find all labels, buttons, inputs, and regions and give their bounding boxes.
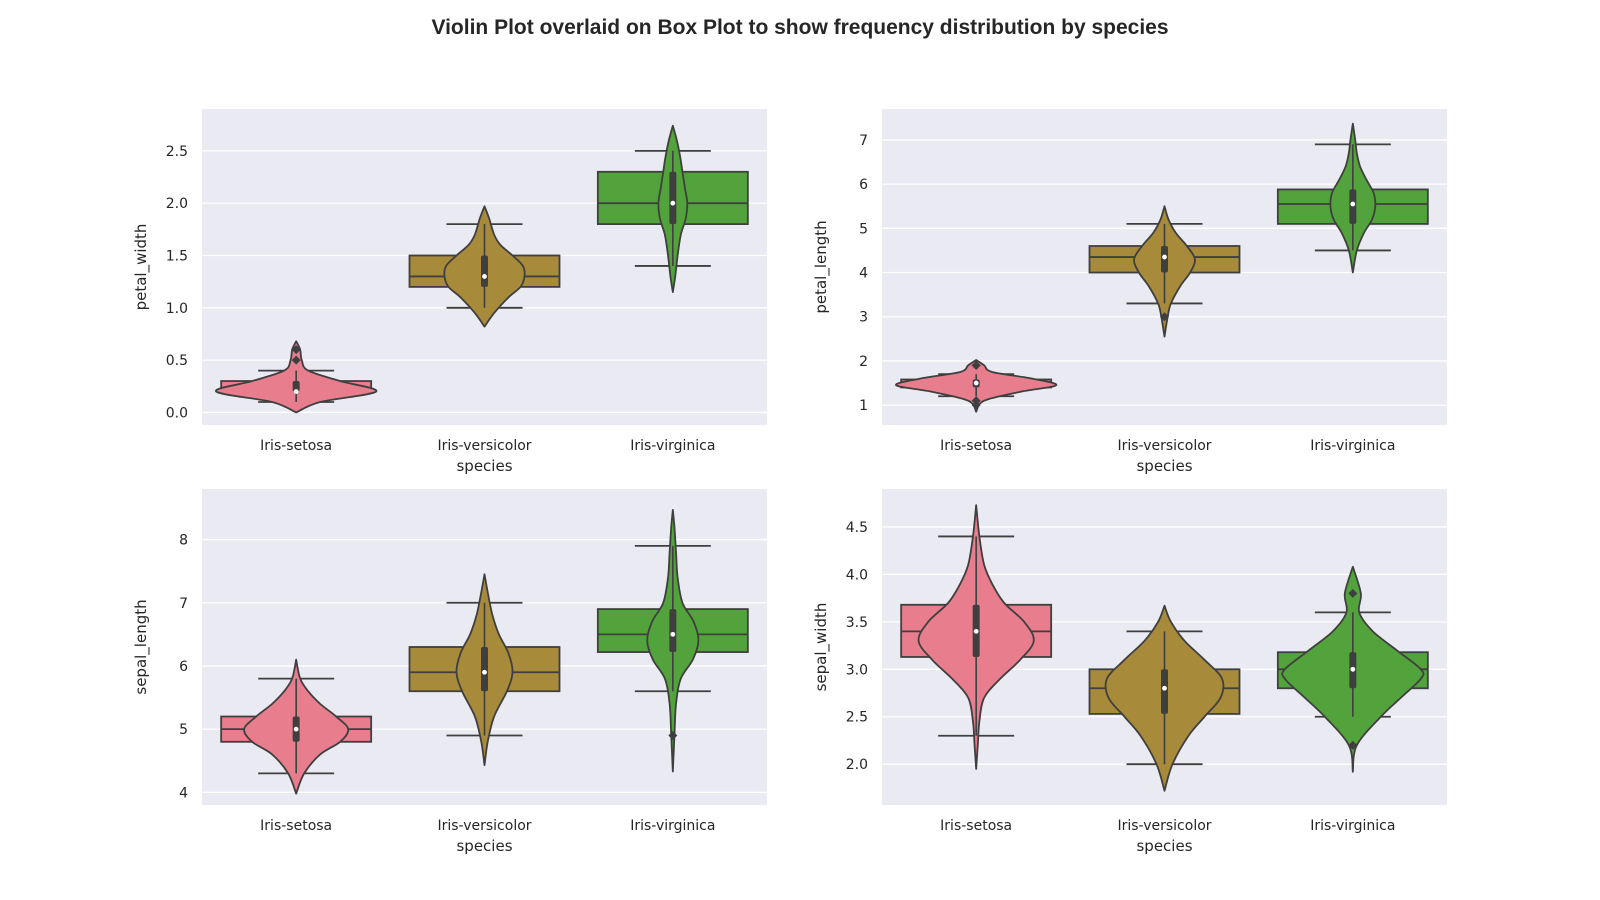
x-axis-label: species [456,457,512,475]
x-tick-label: Iris-virginica [1310,818,1395,834]
violin-median-point-iris-setosa [973,628,979,634]
violin-median-point-iris-virginica [670,631,676,637]
x-tick-label: Iris-versicolor [1117,438,1211,454]
violin-inner-iqr-iris-virginica [669,171,677,225]
y-axis-label: sepal_width [812,603,831,692]
violin-median-point-iris-virginica [670,200,676,206]
violin-median-point-iris-virginica [1350,201,1356,207]
violin-median-point-iris-versicolor [482,274,487,279]
x-axis-label: species [1136,457,1192,475]
y-tick-label: 7 [179,596,188,612]
x-tick-label: Iris-setosa [940,818,1012,834]
subplot-sepal-width: 2.0 2.5 3.0 3.5 4.0 4.5 sepal_width Iris-setosa… [812,489,1447,855]
subplot-petal-length: 1 2 3 4 5 6 7 petal_length Iris-setosa Iris-versi… [812,109,1447,475]
y-tick-label: 3 [859,310,868,326]
y-tick-label: 1 [859,398,868,414]
y-tick-label: 7 [859,133,868,149]
y-tick-label: 2.5 [846,710,868,726]
y-axis-label: petal_width [132,224,151,311]
y-tick-label: 2.5 [166,144,188,160]
x-tick-label: Iris-setosa [260,818,332,834]
violin-inner-iqr-iris-virginica [669,609,677,653]
subplot-petal-width: 0.0 0.5 1.0 1.5 2.0 2.5 petal_width Iris-setosa… [132,109,767,475]
y-tick-label: 0.0 [166,405,188,421]
y-tick-label: 3.0 [846,662,868,678]
y-tick-label: 8 [179,533,188,549]
subplot-sepal-length: 4 5 6 7 8 sepal_length Iris-setosa Iris-versico… [132,489,767,855]
outlier-iris-setosa [971,396,981,406]
y-tick-label: 4.0 [846,567,868,583]
figure-title: Violin Plot overlaid on Box Plot to show… [431,16,1168,39]
outlier-iris-setosa [971,360,981,370]
violin-inner-iqr-iris-versicolor [1161,669,1168,714]
violin-median-point-iris-versicolor [1162,685,1167,691]
y-tick-label: 2 [859,354,868,370]
y-tick-label: 1.5 [166,248,188,264]
x-tick-label: Iris-virginica [630,438,715,454]
x-tick-label: Iris-virginica [630,818,715,834]
x-tick-label: Iris-versicolor [1117,818,1211,834]
y-axis-label: petal_length [812,220,831,313]
violin-median-point-iris-versicolor [1162,254,1167,260]
violin-median-point-iris-setosa [293,389,299,394]
violin-inner-iqr-iris-versicolor [481,647,488,692]
x-tick-label: Iris-versicolor [437,818,531,834]
x-tick-label: Iris-virginica [1310,438,1395,454]
y-tick-label: 3.5 [846,615,868,631]
y-tick-label: 6 [179,659,188,675]
x-tick-label: Iris-versicolor [437,438,531,454]
y-tick-label: 5 [179,722,188,738]
y-tick-label: 1.0 [166,301,188,317]
x-tick-label: Iris-setosa [260,438,332,454]
violin-median-point-iris-setosa [973,380,979,386]
violin-median-point-iris-versicolor [482,669,487,675]
x-axis-label: species [456,837,512,855]
y-tick-label: 2.0 [846,757,868,773]
x-axis-label: species [1136,837,1192,855]
outlier-iris-versicolor [1160,312,1169,322]
y-tick-label: 6 [859,177,868,193]
y-tick-label: 4.5 [846,520,868,536]
outlier-iris-virginica [1348,740,1358,750]
outlier-iris-setosa [291,345,301,355]
outlier-iris-virginica [668,730,678,740]
violin-median-point-iris-setosa [293,726,299,732]
y-tick-label: 4 [179,785,188,801]
outlier-iris-setosa [291,355,301,365]
y-axis-label: sepal_length [132,599,151,694]
violin-inner-iqr-iris-versicolor [481,255,488,287]
x-tick-label: Iris-setosa [940,438,1012,454]
outlier-iris-virginica [1348,588,1358,598]
y-tick-label: 2.0 [166,196,188,212]
violin-median-point-iris-virginica [1350,666,1356,672]
violin-inner-iqr-iris-virginica [1349,189,1357,224]
y-tick-label: 0.5 [166,353,188,369]
y-tick-label: 4 [859,266,868,282]
violin-inner-iqr-iris-setosa [292,381,300,392]
y-tick-label: 5 [859,221,868,237]
